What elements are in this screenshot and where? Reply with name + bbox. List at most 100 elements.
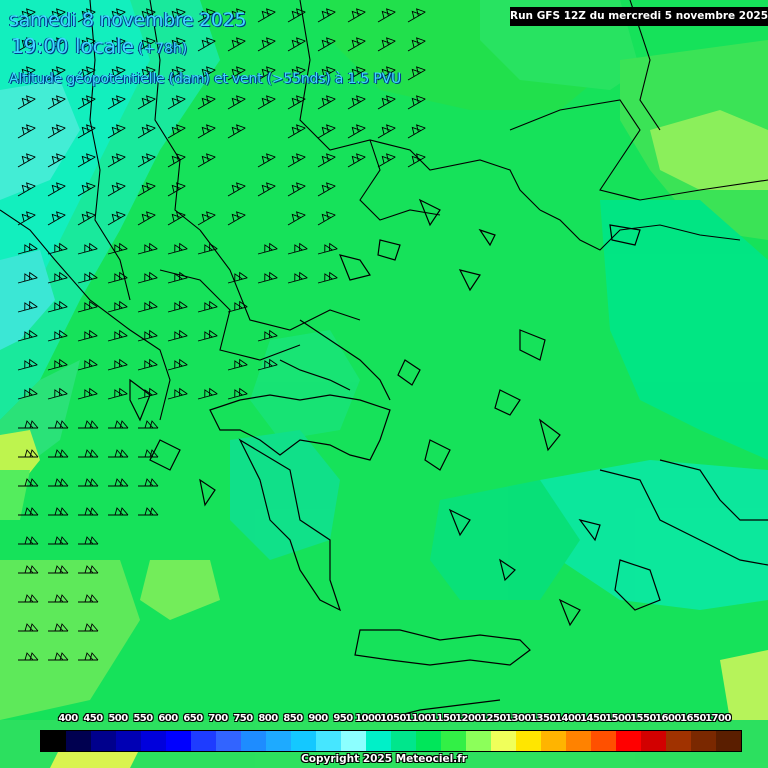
legend-label: 1450 <box>580 713 606 724</box>
field-description: Altitude géopotentielle (dam) et vent (>… <box>9 71 402 87</box>
legend-swatch <box>116 731 141 751</box>
wind-barb-icon <box>287 95 306 110</box>
wind-barb-icon <box>77 153 96 168</box>
wind-barb-icon <box>137 271 158 284</box>
legend-swatch <box>541 731 566 751</box>
wind-barb-icon <box>227 8 246 23</box>
wind-barb-icon <box>137 124 156 139</box>
wind-barb-icon <box>137 387 158 400</box>
wind-barb-icon <box>78 420 99 429</box>
wind-barb-icon <box>47 242 68 255</box>
wind-barb-icon <box>137 95 156 110</box>
forecast-time: 19:00 locale (+78h) <box>11 34 187 58</box>
wind-barb-icon <box>78 623 99 632</box>
wind-barb-icon <box>167 329 188 342</box>
wind-barb-icon <box>287 8 306 23</box>
wind-barb-icon <box>197 124 216 139</box>
legend-label: 1100 <box>405 713 431 724</box>
wind-barb-icon <box>17 95 36 110</box>
legend-label: 600 <box>158 713 178 724</box>
legend-swatch <box>516 731 541 751</box>
wind-barb-icon <box>77 211 96 226</box>
wind-barb-icon <box>18 478 39 487</box>
legend-label: 900 <box>308 713 328 724</box>
wind-barb-icon <box>137 358 158 371</box>
legend-swatch <box>316 731 341 751</box>
wind-barb-icon <box>257 329 278 342</box>
wind-barb-icon <box>78 594 99 603</box>
wind-barb-icon <box>107 8 126 23</box>
wind-barb-icon <box>48 623 69 632</box>
wind-barb-icon <box>77 271 98 284</box>
wind-barb-icon <box>377 37 396 52</box>
legend-swatch <box>716 731 741 751</box>
wind-barb-icon <box>77 358 98 371</box>
legend-swatch <box>666 731 691 751</box>
wind-barb-icon <box>17 387 38 400</box>
wind-barb-icon <box>17 182 36 197</box>
wind-barb-icon <box>47 8 66 23</box>
forecast-date: samedi 8 novembre 2025 <box>9 9 247 31</box>
wind-barb-icon <box>137 37 156 52</box>
wind-barb-icon <box>48 536 69 545</box>
wind-barb-icon <box>227 95 246 110</box>
wind-barb-icon <box>17 358 38 371</box>
wind-barb-icon <box>257 37 276 52</box>
wind-barb-icon <box>167 300 188 313</box>
wind-barb-icon <box>227 300 248 313</box>
wind-barb-icon <box>197 37 216 52</box>
wind-barb-icon <box>107 329 128 342</box>
wind-barb-icon <box>347 95 366 110</box>
wind-barb-icon <box>47 358 68 371</box>
wind-barb-icon <box>317 211 336 226</box>
wind-barb-icon <box>47 153 66 168</box>
wind-barb-icon <box>18 536 39 545</box>
wind-barb-icon <box>317 37 336 52</box>
wind-barb-icon <box>138 449 159 458</box>
wind-barb-icon <box>47 124 66 139</box>
wind-barb-icon <box>78 652 99 661</box>
wind-barb-icon <box>137 182 156 197</box>
wind-barb-icon <box>77 300 98 313</box>
wind-barb-icon <box>137 8 156 23</box>
wind-barb-icon <box>77 182 96 197</box>
legend-swatch <box>391 731 416 751</box>
wind-barb-icon <box>167 271 188 284</box>
wind-barb-icon <box>107 66 126 81</box>
wind-barb-icon <box>197 300 218 313</box>
legend-label: 1350 <box>530 713 556 724</box>
wind-barb-icon <box>138 478 159 487</box>
legend-label: 1550 <box>630 713 656 724</box>
wind-barb-icon <box>137 300 158 313</box>
wind-barb-icon <box>257 66 276 81</box>
wind-barb-icon <box>317 153 336 168</box>
wind-barb-icon <box>287 153 306 168</box>
wind-barb-icon <box>18 420 39 429</box>
legend-label: 1500 <box>605 713 631 724</box>
wind-barb-icon <box>48 594 69 603</box>
legend-swatch <box>441 731 466 751</box>
wind-barb-icon <box>47 182 66 197</box>
wind-barb-icon <box>107 242 128 255</box>
wind-barb-icon <box>17 37 36 52</box>
legend-swatch <box>491 731 516 751</box>
wind-barb-icon <box>317 271 338 284</box>
legend-swatch <box>466 731 491 751</box>
forecast-time-text: 19:00 locale <box>11 34 134 58</box>
legend-swatch <box>566 731 591 751</box>
wind-barb-icon <box>48 420 69 429</box>
wind-barb-icon <box>347 8 366 23</box>
legend-swatch <box>91 731 116 751</box>
wind-barb-icon <box>107 358 128 371</box>
greece-coastline <box>129 198 768 721</box>
wind-barb-icon <box>317 95 336 110</box>
wind-barb-icon <box>17 211 36 226</box>
wind-barb-icon <box>107 387 128 400</box>
wind-barb-icon <box>108 507 129 516</box>
wind-barb-icon <box>18 652 39 661</box>
wind-barb-icon <box>137 242 158 255</box>
legend-swatch <box>416 731 441 751</box>
wind-barb-icon <box>377 66 396 81</box>
